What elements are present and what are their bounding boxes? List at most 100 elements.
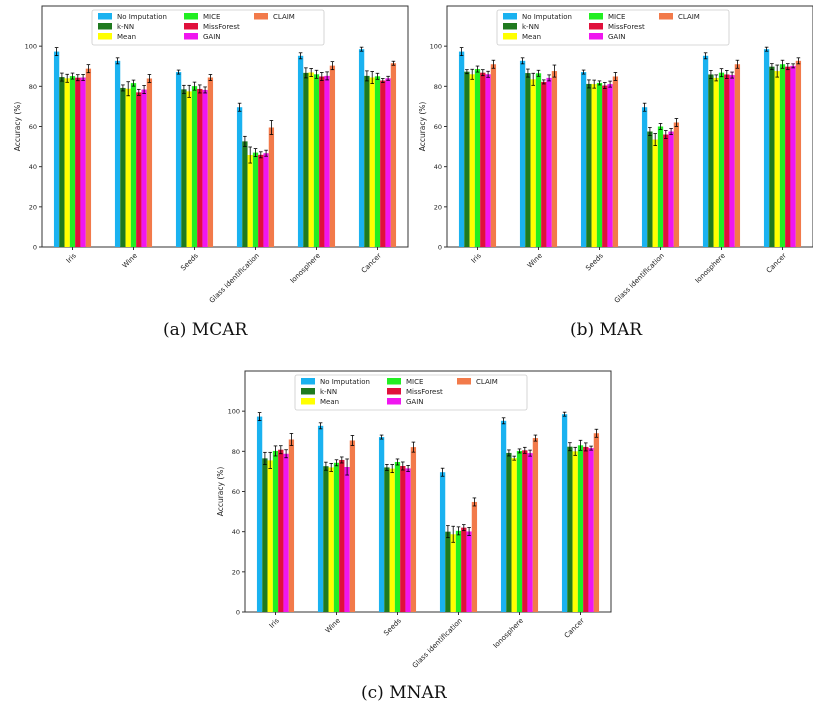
mnar-ylabel: Accuracy (%) [216,467,225,517]
mcar-bar-iris-claim [85,68,92,247]
mnar-errorbar-seeds-mice [395,458,400,466]
mnar-bar-cancer-k-nn [567,446,573,612]
mcar-bar-cancer-no-imputation [358,49,365,247]
mcar-errorbar-iris-mice [70,72,75,80]
mar-errorbar-iris-k-nn [465,69,469,75]
mcar-errorbar-cancer-gain [386,75,390,81]
mar-legend-swatch-mean [503,33,517,40]
mar-errorbar-seeds-mean [592,79,596,89]
mnar-legend-swatch-no-imputation [301,378,315,385]
mar-errorbar-wine-mice [536,69,541,77]
mnar-errorbar-wine-gain [345,458,349,476]
mcar-bar-cancer-k-nn [364,75,370,247]
mar-errorbar-ionosphere-claim [735,59,740,69]
chart-mnar: 0 20 40 60 80 100 Accuracy (%) Iris Wine Seeds Gla… [216,370,612,670]
mnar-bar-iris-missforest [278,449,284,612]
mar-bar-seeds-gain [607,84,613,247]
mnar-bar-iris-k-nn [262,458,268,612]
mnar-bar-cancer-claim [593,433,600,612]
mcar-xtick-label-ionosphere: Ionosphere [289,252,322,285]
mar-ytick-label-60: 60 [434,123,442,131]
mcar-errorbar-glass-identification-mice [253,148,258,158]
mar-legend-label-mean: Mean [522,33,541,41]
mar-bar-seeds-claim [612,76,619,248]
mcar-errorbar-iris-missforest [76,74,80,82]
mnar-legend-swatch-k-nn [301,388,315,395]
mar-errorbar-glass-identification-missforest [664,130,668,139]
mcar-bar-glass-identification-missforest [258,154,264,247]
mcar-bar-cancer-claim [390,63,397,247]
mnar-errorbar-glass-identification-mean [451,525,455,543]
mar-errorbar-iris-gain [486,70,490,78]
mcar-errorbar-seeds-missforest [198,84,202,94]
mar-bar-ionosphere-claim [734,64,741,247]
mar-legend-label-k-nn: k-NN [522,23,539,31]
mcar-errorbar-ionosphere-claim [330,61,335,71]
mnar-errorbar-ionosphere-missforest [523,446,527,454]
mcar-bar-ionosphere-no-imputation [297,55,304,247]
mcar-legend-label-missforest: MissForest [203,23,240,31]
mnar-bar-glass-identification-no-imputation [439,472,446,612]
mar-bar-wine-missforest [541,81,547,247]
mcar-errorbar-cancer-no-imputation [359,46,364,52]
mcar-bar-cancer-gain [385,78,391,247]
mnar-legend-label-claim: CLAIM [476,378,498,386]
mcar-ytick-label-100: 100 [25,43,37,51]
mar-errorbar-wine-claim [552,64,557,78]
mar-bar-glass-identification-mice [657,126,664,247]
mcar-bar-iris-mean [64,78,70,247]
mnar-errorbar-wine-no-imputation [318,422,323,430]
mnar-legend-label-k-nn: k-NN [320,388,337,396]
mcar-errorbar-iris-mean [65,73,69,83]
mcar-errorbar-ionosphere-missforest [320,72,324,81]
mar-errorbar-wine-mean [531,72,535,86]
mar-xtick-label-wine: Wine [526,252,544,270]
mar-bar-ionosphere-no-imputation [702,55,709,247]
mcar-legend-swatch-k-nn [98,23,112,30]
caption-mar-text: (b) MAR [570,320,643,340]
mar-errorbar-glass-identification-k-nn [648,127,652,136]
mar-errorbar-ionosphere-mean [714,74,718,82]
mar-errorbar-cancer-mice [780,59,785,69]
mnar-errorbar-wine-mean [329,462,333,472]
mar-errorbar-iris-missforest [481,69,485,77]
mcar-bar-iris-mice [69,76,76,247]
mcar-bar-iris-k-nn [59,77,65,247]
mar-legend-label-no-imputation: No Imputation [522,13,572,21]
mcar-bar-wine-gain [141,89,147,248]
mar-bar-iris-gain [485,74,491,248]
mcar-bar-glass-identification-mean [247,155,253,247]
mar-errorbar-wine-no-imputation [520,57,525,65]
mnar-bar-seeds-missforest [400,465,406,612]
mnar-legend-label-mice: MICE [406,378,423,386]
mar-errorbar-seeds-mice [597,80,602,86]
mnar-bar-iris-no-imputation [256,416,263,612]
mcar-errorbar-ionosphere-k-nn [304,67,308,79]
mcar-bar-ionosphere-mean [308,72,314,247]
mcar-errorbar-ionosphere-no-imputation [298,52,303,60]
mcar-errorbar-ionosphere-mice [314,69,319,79]
mcar-errorbar-glass-identification-missforest [259,151,263,159]
mnar-bar-ionosphere-k-nn [506,452,512,612]
mar-ytick-label-20: 20 [434,203,442,211]
mnar-legend-label-mean: Mean [320,398,339,406]
mnar-errorbar-glass-identification-claim [472,497,477,507]
mar-errorbar-seeds-no-imputation [581,69,586,75]
mcar-xtick-label-wine: Wine [121,252,139,270]
mnar-errorbar-cancer-missforest [584,442,588,452]
caption-mnar-text: (c) MNAR [361,683,447,703]
mar-bar-wine-claim [551,71,558,247]
mcar-legend-swatch-mice [184,13,198,20]
mnar-errorbar-seeds-missforest [401,461,405,471]
mar-xtick-label-glass-identification: Glass identification [613,252,666,305]
mcar-errorbar-iris-gain [81,74,85,81]
mnar-bar-ionosphere-no-imputation [500,420,507,612]
mar-bar-wine-mean [530,79,536,247]
chart-panel-mnar: 0 20 40 60 80 100 Accuracy (%) Iris Wine Seeds Gla… [203,365,613,715]
mar-xtick-label-cancer: Cancer [765,252,788,275]
mnar-errorbar-ionosphere-mean [512,455,516,461]
mnar-bar-wine-missforest [339,459,345,612]
mnar-bar-wine-gain [344,466,350,612]
mar-errorbar-iris-mean [470,68,474,80]
mnar-legend-swatch-missforest [387,388,401,395]
